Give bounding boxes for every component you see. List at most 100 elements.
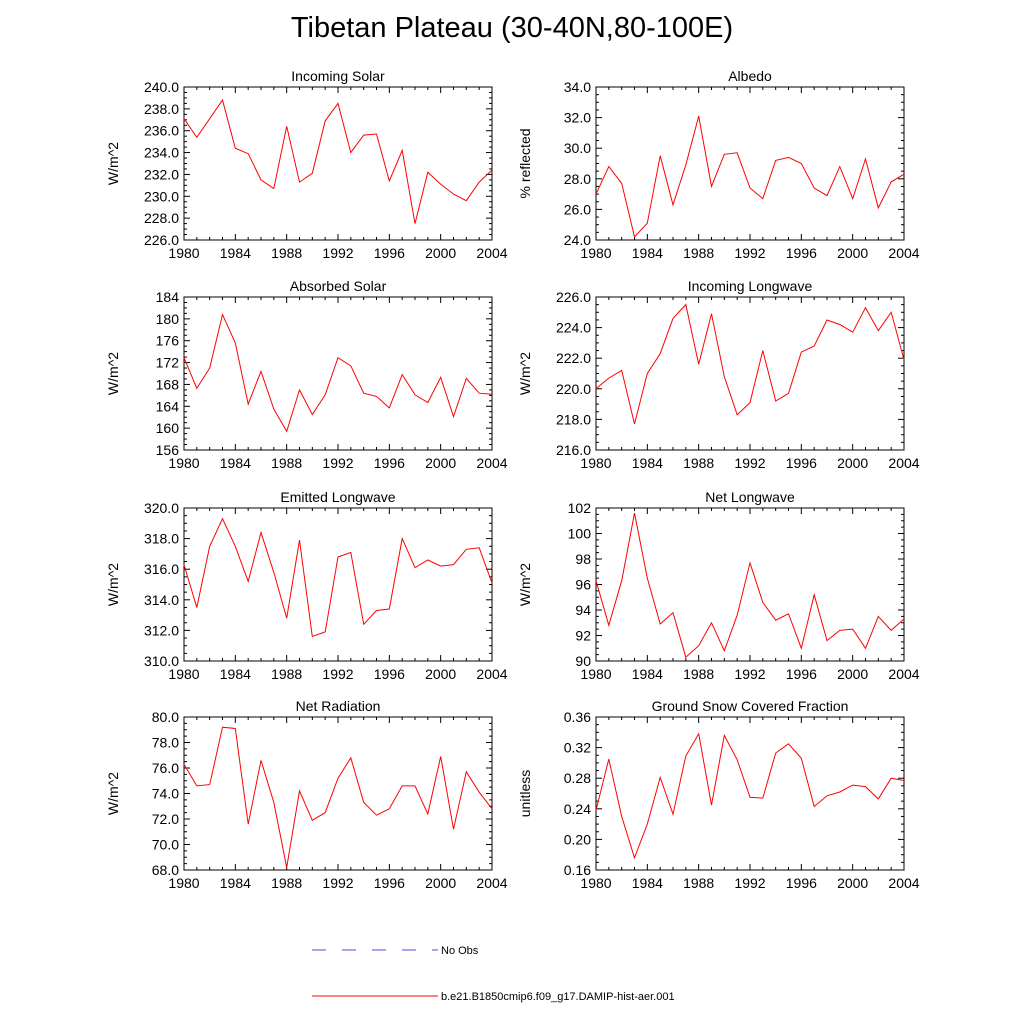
series-line [183, 726, 493, 868]
y-tick-label: 232.0 [144, 166, 179, 182]
y-axis-label: W/m^2 [517, 563, 533, 606]
y-tick-label: 32.0 [564, 110, 591, 126]
x-tick-label: 1980 [580, 245, 611, 261]
y-tick-label: 172 [156, 355, 180, 371]
y-tick-label: 90 [575, 653, 591, 669]
x-tick-label: 1984 [220, 875, 251, 891]
series-line [183, 517, 493, 638]
y-tick-label: 70.0 [152, 837, 179, 853]
y-tick-label: 164 [156, 398, 180, 414]
y-tick-label: 318.0 [144, 531, 179, 547]
x-tick-label: 2000 [425, 455, 456, 471]
x-tick-label: 2000 [837, 245, 868, 261]
y-tick-label: 310.0 [144, 653, 179, 669]
x-tick-label: 1996 [786, 666, 817, 682]
x-tick-label: 1980 [580, 875, 611, 891]
panel-ground-snow-covered-fraction: Ground Snow Covered Fraction unitless 0.16… [517, 698, 920, 891]
x-tick-label: 1992 [734, 875, 765, 891]
y-tick-label: 228.0 [144, 210, 179, 226]
x-tick-label: 1980 [580, 666, 611, 682]
x-tick-label: 1992 [322, 245, 353, 261]
y-tick-label: 234.0 [144, 145, 179, 161]
x-tick-label: 1984 [632, 875, 663, 891]
figure-title: Tibetan Plateau (30-40N,80-100E) [290, 12, 734, 44]
y-tick-label: 240.0 [144, 79, 179, 95]
y-tick-label: 98 [575, 551, 591, 567]
y-tick-label: 0.20 [564, 831, 591, 847]
x-tick-label: 2000 [425, 875, 456, 891]
y-tick-label: 320.0 [144, 500, 179, 516]
panel-title: Incoming Solar [291, 68, 385, 84]
x-tick-label: 1988 [683, 875, 714, 891]
x-tick-label: 1984 [632, 455, 663, 471]
y-axis-label: % reflected [517, 128, 533, 198]
y-tick-label: 168 [156, 376, 180, 392]
y-tick-label: 80.0 [152, 709, 179, 725]
x-tick-label: 1996 [786, 455, 817, 471]
y-tick-label: 160 [156, 420, 180, 436]
x-tick-label: 1980 [168, 245, 199, 261]
panel-title: Incoming Longwave [688, 278, 813, 294]
x-tick-label: 1980 [168, 455, 199, 471]
y-tick-label: 176 [156, 333, 180, 349]
panel-incoming-solar: Incoming Solar W/m^2 226.0 228.0 230.0 232.0 2… [105, 68, 508, 261]
y-tick-label: 224.0 [556, 320, 591, 336]
panel-incoming-longwave: Incoming Longwave W/m^2 216.0 218.0 220.0 222… [517, 278, 920, 471]
y-tick-label: 26.0 [564, 201, 591, 217]
panel-title: Net Radiation [296, 698, 381, 714]
panel-net-longwave: Net Longwave W/m^2 90 92 94 96 98 100 102 1980 198… [517, 489, 920, 682]
y-tick-label: 74.0 [152, 786, 179, 802]
x-tick-label: 2004 [888, 245, 919, 261]
y-axis-label: W/m^2 [105, 772, 121, 815]
y-tick-label: 94 [575, 602, 591, 618]
panel-emitted-longwave: Emitted Longwave W/m^2 310.0 312.0 314.0 316.… [105, 489, 508, 682]
x-tick-label: 2000 [425, 666, 456, 682]
y-tick-label: 0.32 [564, 740, 591, 756]
y-tick-label: 156 [156, 442, 180, 458]
x-tick-label: 1992 [734, 455, 765, 471]
y-tick-label: 76.0 [152, 760, 179, 776]
x-tick-label: 1992 [322, 666, 353, 682]
legend-item-model: b.e21.B1850cmip6.f09_g17.DAMIP-hist-aer.… [312, 991, 675, 1003]
x-tick-label: 1988 [683, 455, 714, 471]
panel-title: Net Longwave [705, 489, 795, 505]
y-tick-label: 226.0 [144, 232, 179, 248]
y-tick-label: 314.0 [144, 592, 179, 608]
x-tick-label: 1996 [374, 875, 405, 891]
y-tick-label: 0.36 [564, 709, 591, 725]
x-tick-label: 1996 [786, 245, 817, 261]
x-tick-label: 1988 [271, 455, 302, 471]
legend-label: No Obs [441, 945, 479, 957]
x-tick-label: 1988 [271, 666, 302, 682]
series-line [595, 732, 905, 860]
panel-title: Albedo [728, 68, 772, 84]
y-axis-label: W/m^2 [105, 352, 121, 395]
panel-net-radiation: Net Radiation W/m^2 68.0 70.0 72.0 74.0 76.0 78… [105, 698, 508, 891]
y-tick-label: 96 [575, 577, 591, 593]
y-tick-label: 184 [156, 289, 180, 305]
y-tick-label: 0.16 [564, 862, 591, 878]
x-tick-label: 2000 [837, 455, 868, 471]
y-tick-label: 92 [575, 628, 591, 644]
x-tick-label: 1996 [374, 455, 405, 471]
y-tick-label: 68.0 [152, 862, 179, 878]
y-tick-label: 102 [568, 500, 592, 516]
panel-absorbed-solar: Absorbed Solar W/m^2 156 160 164 168 172 176 180… [105, 278, 508, 471]
x-tick-label: 1988 [683, 245, 714, 261]
x-tick-label: 1980 [168, 875, 199, 891]
legend-label: b.e21.B1850cmip6.f09_g17.DAMIP-hist-aer.… [441, 991, 675, 1003]
series-line [595, 115, 905, 238]
y-tick-label: 236.0 [144, 123, 179, 139]
y-tick-label: 0.24 [564, 801, 591, 817]
x-tick-label: 1984 [632, 245, 663, 261]
x-tick-label: 2004 [888, 455, 919, 471]
series-line [595, 303, 905, 425]
x-tick-label: 1980 [168, 666, 199, 682]
x-tick-label: 2004 [476, 455, 507, 471]
y-tick-label: 226.0 [556, 289, 591, 305]
y-tick-label: 28.0 [564, 171, 591, 187]
y-tick-label: 220.0 [556, 381, 591, 397]
y-tick-label: 78.0 [152, 735, 179, 751]
y-axis-label: W/m^2 [517, 352, 533, 395]
